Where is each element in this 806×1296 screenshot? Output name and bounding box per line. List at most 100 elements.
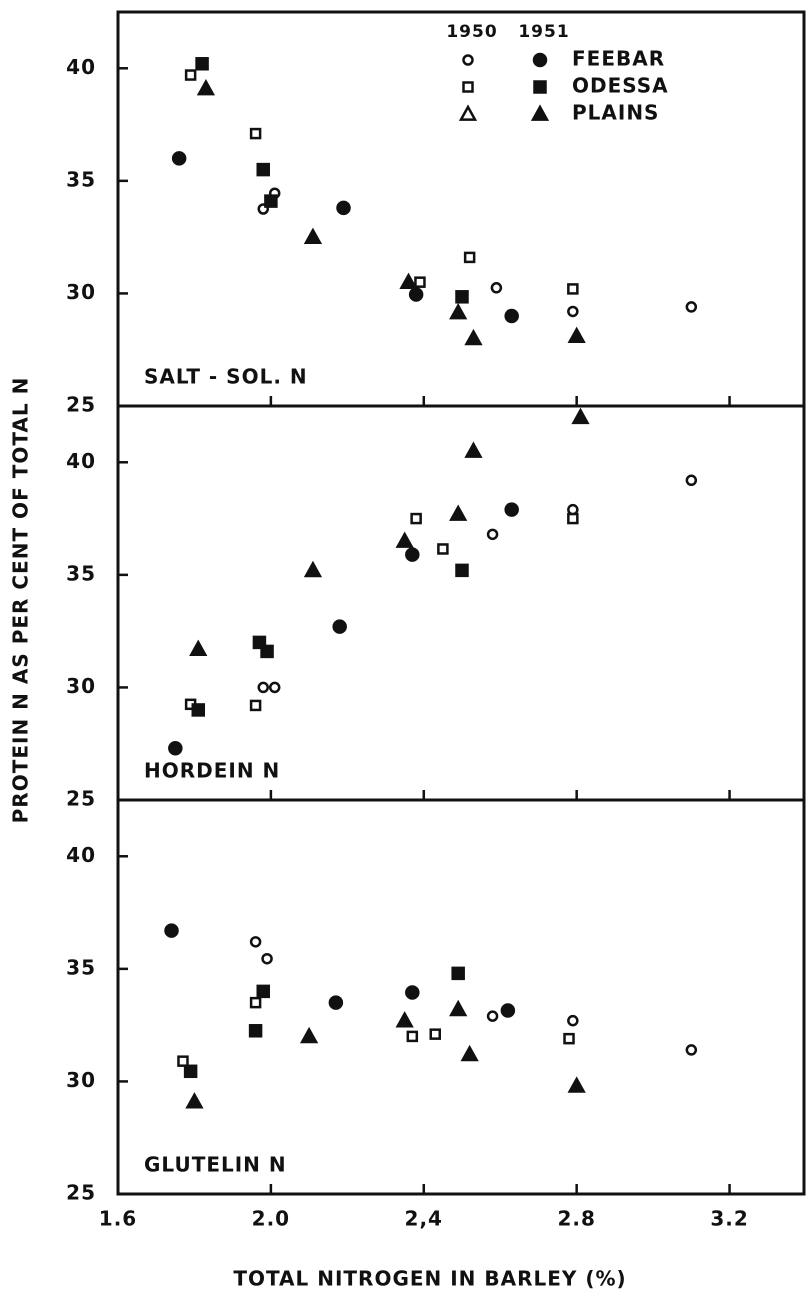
point [429,1028,441,1040]
point [177,1055,189,1067]
point [463,251,476,264]
point [185,1092,204,1109]
point [437,543,449,555]
point [299,1026,319,1044]
panel-frame [116,798,806,1196]
point [567,326,586,344]
point [256,162,270,177]
legend-label: ODESSA [572,74,669,98]
point [455,290,469,304]
point [563,1032,575,1045]
point [685,474,698,487]
legend-symbol [532,52,548,68]
point [257,681,269,694]
x-tick-label: 2,4 [405,1207,443,1231]
point [196,78,216,96]
point [191,703,206,717]
y-tick-label: 35 [66,561,96,585]
legend-symbol [530,104,550,121]
y-tick-label: 40 [66,843,96,867]
legend-symbol [462,54,474,66]
point [252,635,267,650]
legend-label: PLAINS [572,101,659,125]
panel-frame [116,10,806,408]
panel-label: SALT - SOL. N [144,365,308,389]
point [183,1064,198,1079]
point [256,984,270,999]
point [406,1030,419,1043]
point [685,1044,698,1056]
point [184,69,197,81]
point [464,441,483,458]
point [567,305,579,318]
point [260,644,274,659]
panel-label: HORDEIN N [144,759,280,783]
point [171,151,187,166]
point [410,512,422,525]
y-tick-label: 30 [66,1068,96,1092]
point [460,1044,479,1062]
point [189,639,208,657]
y-tick-label: 35 [66,167,96,191]
point [449,999,468,1017]
x-tick-label: 1.6 [99,1207,137,1231]
point [504,308,519,324]
legend-symbol [533,80,547,94]
point [249,699,262,712]
x-axis-label: TOTAL NITROGEN IN BARLEY (%) [233,1267,626,1291]
y-tick-label: 30 [66,674,96,698]
point [486,528,499,541]
point [567,512,579,525]
y-axis-label: PROTEIN N AS PER CENT OF TOTAL N [9,377,33,824]
point [500,1003,516,1018]
point [408,287,424,302]
x-tick-label: 2.0 [252,1207,290,1231]
panel-label: GLUTELIN N [144,1153,287,1177]
point [303,560,323,578]
legend-label: FEEBAR [572,47,665,71]
x-tick-label: 3.2 [710,1207,748,1231]
point [405,985,420,1000]
legend-year: 1950 [446,22,497,42]
legend-year: 1951 [518,22,569,42]
point [685,301,698,313]
point [464,328,483,346]
point [455,563,469,578]
point [504,502,519,517]
y-tick-label: 40 [66,55,96,79]
point [328,995,344,1010]
y-tick-label: 35 [66,955,96,979]
point [449,504,468,521]
point [395,531,414,548]
point [249,996,262,1009]
point [399,272,418,290]
point [449,302,468,320]
y-tick-label: 25 [66,393,96,417]
point [264,194,278,208]
point [486,1010,499,1022]
point [490,282,503,294]
point [571,407,590,425]
point [168,740,183,756]
point [336,200,351,216]
point [414,276,426,288]
point [332,619,347,634]
point [195,57,209,71]
point [164,923,179,938]
y-tick-label: 25 [66,787,96,811]
point [567,1014,579,1027]
y-tick-label: 40 [66,449,96,473]
point [261,952,273,965]
panel-frame [116,404,806,802]
point [567,283,579,295]
legend-symbol [458,104,478,121]
point [249,936,262,948]
point [249,127,262,140]
x-tick-label: 2.8 [557,1207,595,1231]
point [567,503,579,516]
point [303,227,323,244]
point [268,681,281,694]
point [451,966,465,981]
y-tick-label: 25 [66,1181,96,1205]
